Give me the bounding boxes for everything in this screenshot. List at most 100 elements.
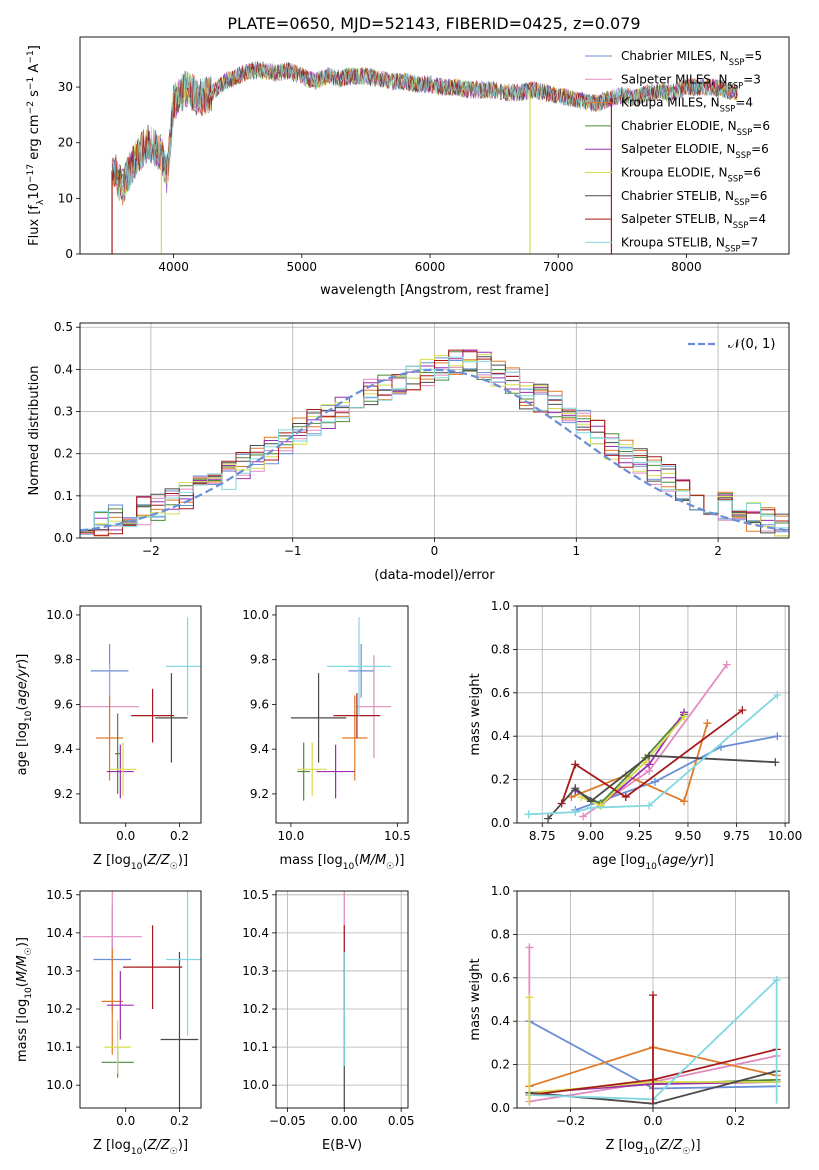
label-part: Chabrier MILES, N (621, 49, 729, 63)
series-marker (557, 799, 566, 808)
histogram-step (80, 354, 789, 537)
label-part: =4 (735, 96, 753, 110)
label-part: ☉ (170, 1147, 178, 1157)
series-marker (722, 660, 731, 669)
axes-age_vs_mass: 10.0 10.5 9.2 9.4 9.6 9.8 10.0 mass [log10(M/M☉… (242, 605, 411, 872)
y-tick-label: 1.0 (491, 599, 510, 613)
y-tick-label: 9.2 (250, 787, 269, 801)
label-part: 10 (24, 987, 34, 999)
y-tick-label: 10.4 (242, 926, 269, 940)
x-tick-label: 5000 (287, 260, 318, 274)
x-axis-label: Z [log10(Z/Z☉)] (605, 1138, 700, 1157)
series-line (582, 664, 728, 818)
y-axis-label: Flux [fλ10−17 erg cm−2 s−1 A−1] (26, 45, 46, 246)
y-tick-label: 10.1 (242, 1040, 269, 1054)
axes-age_vs_Z: 0.0 0.29.29.49.69.810.0Z [log10(Z/Z☉)]age… (15, 605, 202, 872)
legend-label: Salpeter MILES, NSSP=3 (621, 72, 761, 90)
label-part: 10 (643, 1147, 655, 1157)
label-part: Z [log (93, 853, 131, 868)
series-marker (621, 792, 630, 801)
y-tick-label: 9.8 (250, 653, 269, 667)
label-part: A (27, 64, 42, 77)
label-part: ( (354, 853, 359, 868)
y-axis-label: mass weight (468, 673, 483, 755)
y-tick-label: 0.2 (491, 773, 510, 787)
axes-frame (516, 605, 790, 824)
label-part: SSP (734, 197, 750, 207)
y-tick-label: 30 (58, 80, 73, 94)
series-marker (525, 943, 534, 952)
label-part: ( (142, 1138, 147, 1153)
series-marker (771, 758, 780, 767)
x-tick-label: −1 (284, 544, 302, 558)
y-axis-label: mass [log10(M/M☉)] (15, 937, 34, 1062)
legend-label: 𝒩(0, 1) (728, 337, 775, 352)
label-part: 10 (24, 710, 34, 722)
label-part: =6 (743, 166, 761, 180)
y-tick-label: 0.2 (491, 1058, 510, 1072)
x-tick-label: 0.2 (726, 1114, 745, 1128)
label-part: Salpeter ELODIE, N (621, 142, 735, 156)
label-part: ☉ (386, 862, 394, 872)
x-axis-label: Z [log10(Z/Z☉)] (93, 853, 188, 872)
label-part: ( (657, 853, 662, 868)
series-marker (703, 719, 712, 728)
label-part: =6 (751, 142, 769, 156)
axes-residuals: −2 −1 0 1 2 0.0 0.1 0.2 0.3 0.4 0.5 𝒩(0, 1) (data-mo… (27, 320, 790, 583)
series-marker (586, 803, 595, 812)
label-part: ☉ (682, 1147, 690, 1157)
series-marker (524, 810, 533, 819)
plot-area (80, 617, 201, 799)
x-axis-label: Z [log10(Z/Z☉)] (93, 1138, 188, 1157)
y-tick-label: 10 (58, 191, 73, 205)
axes-frame (79, 890, 202, 1109)
label-part: ( (655, 1138, 660, 1153)
y-tick-label: 10.0 (242, 608, 269, 622)
series-marker (773, 732, 782, 741)
label-part: Kroupa STELIB, N (621, 235, 725, 249)
series-marker (645, 801, 654, 810)
label-part: 10 (343, 862, 355, 872)
label-part: )] (178, 1138, 188, 1153)
label-part: Z/Z (147, 1138, 171, 1153)
axes-weight_vs_Z: −0.2 0.0 0.2 0.0 0.2 0.4 0.6 0.8 1.0 Z [log10(Z/Z… (468, 884, 790, 1157)
y-tick-label: 0.0 (54, 531, 73, 545)
y-tick-label: 0.6 (491, 971, 510, 985)
label-part: )] (394, 853, 404, 868)
x-tick-label: 9.75 (723, 829, 750, 843)
x-tick-label: 0.0 (116, 829, 135, 843)
axes-frame (79, 36, 790, 255)
label-part: Z [log (93, 1138, 131, 1153)
y-tick-label: 9.4 (250, 742, 269, 756)
label-part: 10 (131, 1147, 143, 1157)
series-line (571, 722, 709, 803)
series-marker (579, 812, 588, 821)
label-part: )] (704, 853, 714, 868)
label-part: SSP (720, 104, 736, 114)
legend-label: Chabrier STELIB, NSSP=6 (621, 189, 767, 207)
y-tick-label: 0.4 (491, 729, 510, 743)
plot-area (111, 60, 738, 254)
label-part: =7 (741, 235, 759, 249)
x-tick-label: 10.0 (278, 829, 305, 843)
y-tick-label: 0.8 (491, 642, 510, 656)
plot-area (276, 891, 408, 1108)
series-line (547, 754, 776, 820)
y-tick-label: 0.1 (54, 489, 73, 503)
label-part: =6 (752, 119, 770, 133)
y-tick-label: 0.2 (54, 447, 73, 461)
histogram-step (80, 356, 789, 530)
y-tick-label: 0.8 (491, 927, 510, 941)
series-marker (773, 690, 782, 699)
axes-weight_vs_age: 8.75 9.00 9.25 9.50 9.75 10.00 0.0 0.2 0.4 0.6 0.8… (468, 599, 802, 872)
y-tick-label: 0.3 (54, 405, 73, 419)
x-axis-label: age [log10(age/yr)] (592, 853, 714, 872)
label-part: Chabrier ELODIE, N (621, 119, 737, 133)
axes-frame (516, 890, 790, 1109)
label-part: ] (27, 45, 42, 50)
label-part: SSP (737, 127, 753, 137)
y-axis-label: age [log10(age/yr)] (15, 654, 34, 776)
y-tick-label: 10.0 (242, 1078, 269, 1092)
label-part: SSP (733, 220, 749, 230)
